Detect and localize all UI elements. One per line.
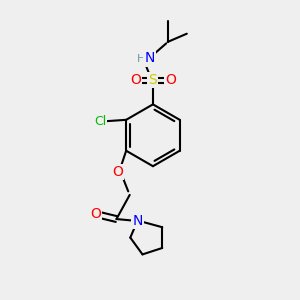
Text: O: O (112, 165, 123, 179)
Text: N: N (144, 51, 154, 65)
Text: N: N (133, 214, 143, 227)
Text: Cl: Cl (94, 115, 106, 128)
Text: O: O (130, 73, 141, 87)
Text: O: O (165, 73, 176, 87)
Text: H: H (137, 54, 146, 64)
Text: S: S (148, 73, 157, 87)
Text: O: O (90, 207, 101, 221)
Text: N: N (133, 214, 143, 227)
